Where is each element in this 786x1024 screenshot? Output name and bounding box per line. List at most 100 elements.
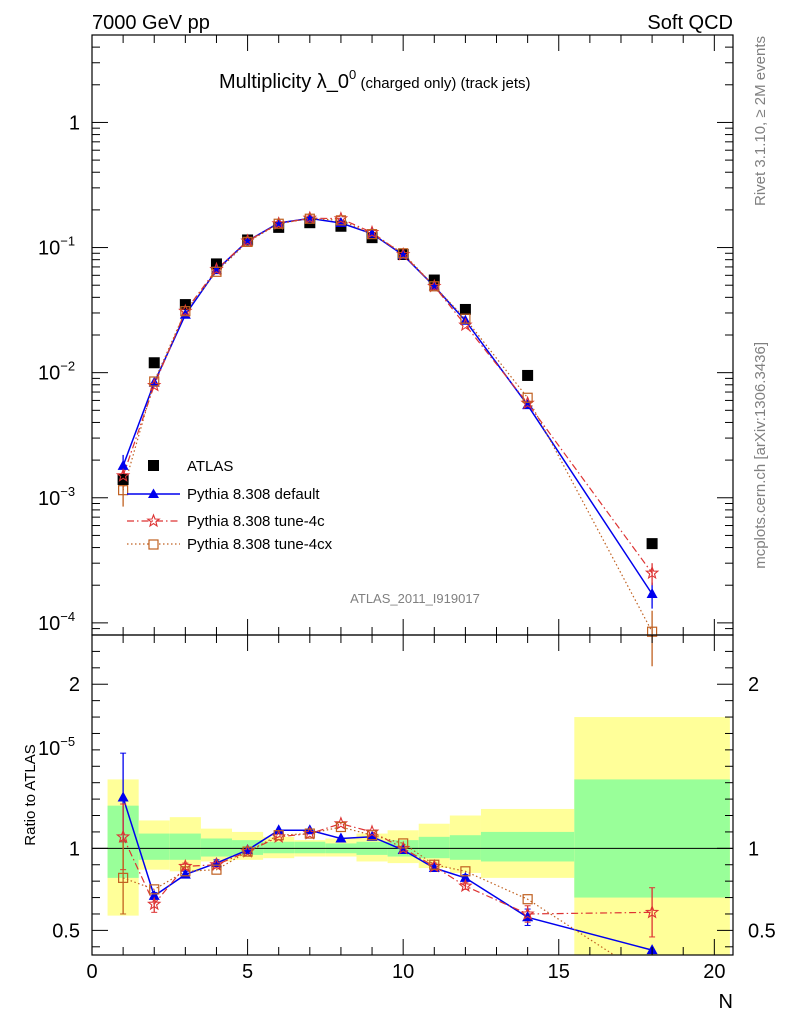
ratio-band-inner-5 [263,841,295,854]
marker-triangle-0 [117,791,129,802]
x-axis-label: N [719,991,733,1013]
x-tick-labels: 0 5 10 15 20 [86,961,725,983]
marker-open-square-12 [522,392,533,403]
header-right-label: Soft QCD [647,12,733,34]
plot-title: Multiplicity λ_00 (charged only) (track … [219,67,531,93]
main-line-series-3 [122,218,653,632]
marker-star-8 [364,824,380,839]
ratio-y-tick-label-right-0: 0.5 [748,920,776,942]
ratio-y-tick-labels: 0.5 0.5 1 1 2 2 [52,674,776,942]
legend-entry-tune-4c: Pythia 8.308 tune-4c [127,513,325,530]
ratio-y-tick-label-right-1: 1 [748,838,759,860]
analysis-id-watermark: ATLAS_2011_I919017 [350,591,480,606]
x-tick-label-4: 20 [703,961,725,983]
marker-open-square-8 [366,830,378,841]
legend: ATLAS Pythia 8.308 default Pythia 8.308 … [127,458,333,553]
main-series-lines [122,217,653,632]
marker-open-square-8 [366,229,378,240]
main-y-tick-labels: 1 10−1 10−2 10−3 10−4 10−5 [38,112,80,760]
ratio-y-tick-label-0: 0.5 [52,920,80,942]
marker-triangle-7 [335,832,347,843]
ratio-band-inner-11 [449,835,481,860]
legend-label-default: Pythia 8.308 default [187,486,320,503]
rivet-version-label: Rivet 3.1.10, ≥ 2M events [752,36,769,206]
ratio-y-tick-label-1: 1 [69,838,80,860]
legend-label-atlas: ATLAS [187,458,233,475]
marker-open-square-6 [304,828,315,839]
marker-square-12 [522,369,534,381]
marker-open-square-0 [118,872,129,883]
x-tick-label-3: 15 [548,961,570,983]
main-y-tick-label-3: 10−3 [38,484,75,510]
ratio-band-inner-3 [200,838,233,857]
x-tick-label-0: 0 [86,961,97,983]
x-tick-label-2: 10 [392,961,414,983]
marker-star-13 [644,565,660,580]
marker-open-square-1 [149,376,160,387]
marker-open-square-1 [149,884,160,895]
ratio-band-inner-1 [138,833,170,860]
ratio-band-inner-6 [294,841,326,854]
marker-star-0 [115,468,131,482]
ratio-line-series-0 [122,797,653,951]
marker-open-square-6 [304,213,315,224]
marker-open-square-10 [429,859,440,870]
main-plot-panel: 1 10−1 10−2 10−3 10−4 10−5 Multiplicity λ_00 … [38,34,734,760]
ratio-axis-ticks [91,635,733,955]
marker-triangle-8 [366,830,378,841]
ratio-series-lines [122,797,653,955]
marker-open-square-11 [460,313,471,324]
marker-square-13 [646,538,658,550]
plot-title-suffix: (charged only) (track jets) [356,75,530,92]
marker-square-0 [117,473,129,485]
ratio-plot-frame [91,634,734,956]
ratio-uncertainty-bands [107,717,730,955]
marker-open-square-5 [273,218,284,229]
main-y-tick-label-4: 10−4 [38,609,75,635]
ratio-band-inner-10 [418,836,450,859]
ratio-line-tail-series-1 [527,911,653,915]
marker-open-square-2 [180,866,191,877]
marker-open-square-10 [429,281,440,292]
ratio-plot-panel: 0.5 0.5 1 1 2 2 0 5 10 15 20 Ratio to ATLAS N [22,634,776,1013]
ratio-markers [115,791,660,955]
main-markers [115,210,660,637]
marker-open-square-0 [118,485,129,496]
marker-open-square-4 [242,236,253,247]
marker-triangle-13 [646,588,658,599]
legend-entry-atlas: ATLAS [148,458,233,475]
ratio-y-tick-label-2: 2 [69,674,80,696]
legend-entry-default: Pythia 8.308 default [127,486,320,503]
marker-open-square-2 [180,306,191,317]
x-tick-label-1: 5 [242,961,253,983]
legend-entry-tune-4cx: Pythia 8.308 tune-4cx [127,536,333,553]
marker-open-square-4 [242,846,253,857]
marker-star-12 [520,906,535,921]
plot-title-superscript: 0 [349,67,356,82]
marker-open-square-7 [335,215,347,226]
marker-star-2 [178,858,193,873]
marker-open-square-12 [522,894,533,905]
marker-open-square-3 [211,266,222,277]
mcplots-reference-label: mcplots.cern.ch [arXiv:1306.3436] [752,342,769,569]
marker-open-square-9 [398,248,409,259]
ratio-y-axis-label: Ratio to ATLAS [22,744,39,845]
marker-open-square-3 [211,864,222,875]
marker-open-square-9 [398,838,409,849]
marker-triangle-11 [459,871,471,882]
ratio-band-inner-13 [574,779,730,898]
marker-star-1 [147,896,162,911]
main-y-tick-label-0: 1 [69,112,80,134]
marker-triangle-0 [117,459,129,470]
marker-star-3 [209,857,224,871]
main-axis-ticks [91,34,733,636]
marker-star-0 [115,829,131,843]
header-left-label: 7000 GeV pp [92,12,210,34]
marker-square-5 [273,221,285,233]
main-y-tick-label-1: 10−1 [38,234,75,260]
marker-open-square-5 [273,830,284,841]
ratio-y-tick-label-right-2: 2 [748,674,759,696]
marker-open-square-7 [335,821,347,833]
plot-title-main: Multiplicity λ_0 [219,71,349,93]
